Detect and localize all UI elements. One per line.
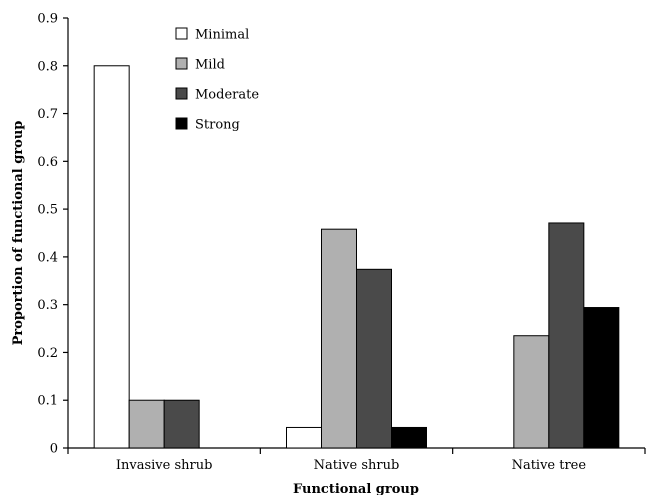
y-tick-label: 0.1 <box>37 394 58 409</box>
bar-mild-native-shrub <box>321 228 357 449</box>
bar-minimal-invasive-shrub <box>93 65 130 449</box>
category-label: Native tree <box>512 458 587 473</box>
category-label: Native shrub <box>314 458 400 473</box>
bar-minimal-native-shrub <box>286 426 322 449</box>
bar-mild-invasive-shrub <box>128 399 165 449</box>
y-tick-label: 0.8 <box>37 59 58 74</box>
y-tick-label: 0.5 <box>37 203 58 218</box>
y-tick-label: 0.9 <box>37 12 58 27</box>
category-label: Invasive shrub <box>116 458 213 473</box>
y-axis-title: Proportion of functional group <box>11 121 26 346</box>
y-tick-label: 0.3 <box>37 298 58 313</box>
legend-label-mild: Mild <box>195 58 225 73</box>
y-tick-label: 0.2 <box>37 346 58 361</box>
legend-swatch-mild <box>175 57 188 70</box>
y-tick-label: 0.6 <box>37 155 58 170</box>
legend-label-minimal: Minimal <box>195 28 249 43</box>
legend-swatch-moderate <box>175 87 188 100</box>
y-tick-label: 0.7 <box>37 107 58 122</box>
legend-swatch-strong <box>175 117 188 130</box>
legend-label-strong: Strong <box>195 118 240 133</box>
x-axis-title: Functional group <box>293 482 419 495</box>
bar-moderate-invasive-shrub <box>163 399 200 449</box>
y-ticks: 0 0.1 0.2 0.3 0.4 0.5 0.6 0.7 0.8 0.9 <box>37 12 68 457</box>
bar-mild-native-tree <box>513 335 550 449</box>
legend-label-moderate: Moderate <box>195 88 259 103</box>
bar-moderate-native-shrub <box>356 268 392 449</box>
bar-strong-native-shrub <box>391 426 427 449</box>
legend: Minimal Mild Moderate Strong <box>175 27 259 133</box>
y-tick-label: 0 <box>50 442 58 457</box>
bar-strong-native-tree <box>583 307 620 449</box>
bars <box>93 65 620 449</box>
legend-swatch-minimal <box>175 27 188 40</box>
y-tick-label: 0.4 <box>37 250 58 265</box>
bar-moderate-native-tree <box>548 222 585 449</box>
x-ticks: Invasive shrub Native shrub Native tree <box>67 448 646 473</box>
